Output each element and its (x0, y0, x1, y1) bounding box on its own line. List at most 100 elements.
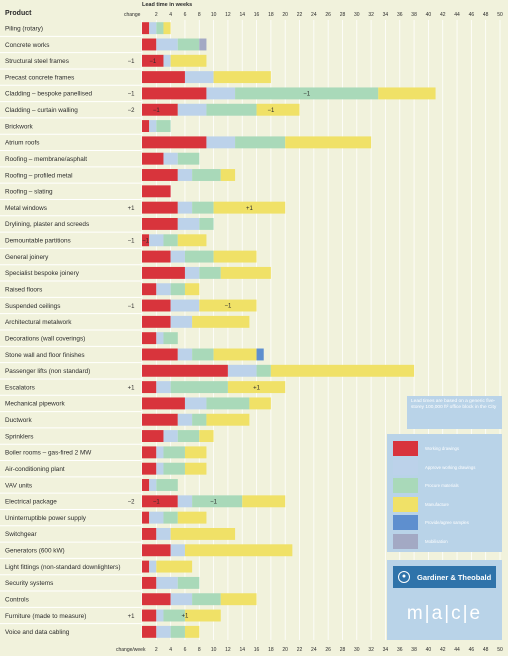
bar-segment-approve (156, 462, 164, 475)
header-label: Product (5, 10, 32, 17)
bar-segment-manufacture (220, 169, 236, 181)
tick-label: 26 (325, 12, 331, 18)
bar-segment-manufacture (213, 250, 257, 263)
bar-segment-approve (206, 87, 236, 100)
legend-label: Working drawings (425, 446, 460, 451)
legend-label: Provide/agree samples (425, 520, 469, 525)
bar-segment-working (142, 446, 157, 459)
bar-segment-working (142, 217, 178, 230)
row-label: Demountable partitions (5, 238, 71, 245)
row-label: Boiler rooms – gas-fired 2 MW (5, 450, 92, 457)
bar-segment-working (142, 71, 185, 84)
bar-segment-manufacture (220, 266, 271, 279)
tick-label: 46 (469, 12, 475, 18)
row-label: Concrete works (5, 42, 49, 49)
bar-segment-procure (170, 625, 185, 638)
change-footer: change/week (116, 647, 146, 653)
row-label: Decorations (wall coverings) (5, 335, 85, 342)
bar-segment-working (142, 266, 185, 279)
gt-logo-icon: ● (398, 571, 410, 583)
bar-segment-manufacture (249, 397, 271, 410)
row-label: Precast concrete frames (5, 74, 74, 81)
legend-entry: Procure materials (393, 478, 459, 493)
bar-segment-working (142, 609, 157, 622)
tick-label: 46 (469, 647, 475, 653)
bar-segment-working (142, 332, 157, 345)
bar-segment-manufacture (170, 54, 207, 67)
bar-segment-approve (206, 136, 236, 149)
bar-segment-procure (192, 413, 207, 426)
bar-segment-working (142, 185, 171, 198)
change-value: −1 (128, 239, 136, 245)
bar-segment-approve (177, 495, 193, 508)
bar-segment-procure (163, 332, 178, 345)
bar-segment-approve (170, 250, 185, 263)
bar-segment-manufacture (177, 234, 207, 247)
bar-segment-mobilisation (199, 38, 207, 51)
tick-label: 44 (454, 12, 460, 18)
row-label: Escalators (5, 384, 35, 391)
legend-label: Procure materials (425, 483, 459, 488)
tick-label: 38 (411, 647, 417, 653)
bar-segment-approve (227, 364, 257, 377)
bar-annotation: +1 (182, 614, 190, 620)
bar-segment-approve (149, 511, 164, 524)
bar-segment-procure (156, 120, 171, 133)
bar-segment-working (142, 38, 157, 51)
bar-segment-working (142, 397, 185, 410)
bar-segment-approve (149, 22, 157, 35)
tick-label: 32 (368, 12, 374, 18)
tick-label: 18 (268, 12, 274, 18)
tick-label: 48 (483, 12, 489, 18)
tick-label: 36 (397, 647, 403, 653)
bar-segment-working (142, 364, 228, 377)
row-label: Specialist bespoke joinery (5, 270, 80, 277)
bar-segment-manufacture (285, 136, 372, 149)
bar-segment-procure (163, 609, 185, 622)
tick-label: 36 (397, 12, 403, 18)
row-label: Raised floors (5, 287, 42, 294)
tick-label: 10 (211, 647, 217, 653)
bar-segment-approve (170, 593, 193, 606)
bar-annotation: −1 (142, 238, 150, 244)
bar-segment-working (142, 348, 178, 361)
bar-segment-approve (177, 103, 207, 116)
row-label: Light fittings (non-standard downlighter… (5, 564, 120, 571)
bar-segment-approve (177, 348, 193, 361)
bar-segment-working (142, 381, 157, 394)
legend-swatch (393, 496, 418, 512)
bar-segment-manufacture (199, 430, 214, 443)
row-label: VAV units (5, 482, 32, 489)
change-value: −1 (128, 304, 136, 310)
bar-segment-working (142, 299, 171, 312)
bar-annotation: −1 (267, 108, 275, 114)
row-label: Drylining, plaster and screeds (5, 221, 89, 228)
legend-entry: Provide/agree samples (393, 515, 469, 530)
row-label: Air-conditioning plant (5, 466, 65, 473)
bar-segment-procure (177, 430, 200, 443)
bar-segment-working (142, 250, 171, 263)
tick-label: 6 (184, 647, 187, 653)
bar-segment-approve (170, 544, 185, 557)
bar-segment-manufacture (227, 381, 286, 394)
change-header: change (124, 12, 141, 18)
bar-segment-approve (156, 283, 171, 296)
tick-label: 12 (225, 647, 231, 653)
bar-segment-procure (256, 364, 271, 377)
bar-segment-manufacture (177, 511, 207, 524)
tick-label: 16 (254, 12, 260, 18)
bar-segment-procure (163, 462, 185, 475)
change-value: +1 (128, 206, 136, 212)
legend-swatch (393, 459, 418, 475)
bar-segment-manufacture (213, 71, 271, 84)
bar-segment-working (142, 462, 157, 475)
tick-label: 4 (169, 647, 172, 653)
change-value: +1 (128, 614, 136, 620)
bar-annotation: −1 (303, 92, 311, 98)
bar-segment-approve (184, 266, 200, 279)
legend-entry: Mobilisation (393, 533, 448, 549)
row-label: Uninterruptible power supply (5, 515, 87, 522)
legend: Working drawings Approve working drawings… (387, 434, 502, 552)
bar-segment-provide (256, 348, 264, 361)
bar-segment-procure (192, 169, 221, 181)
